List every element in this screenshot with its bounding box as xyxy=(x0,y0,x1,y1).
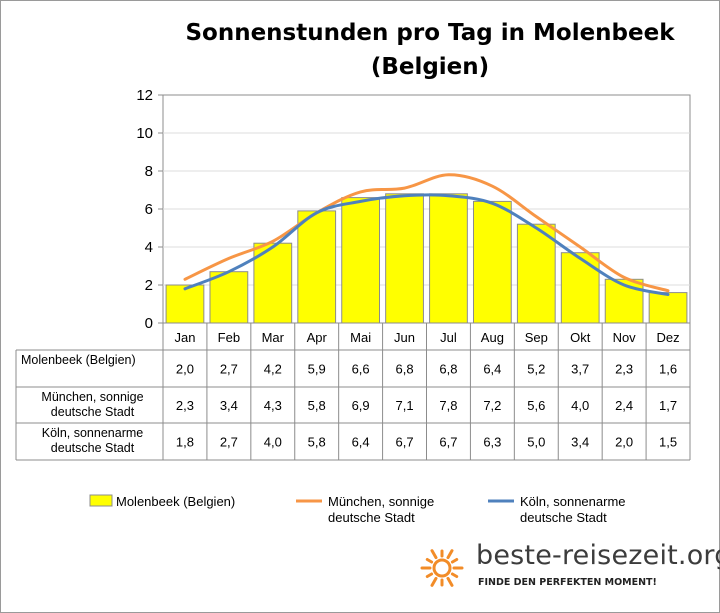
table-cell: 7,1 xyxy=(396,398,414,413)
bar xyxy=(560,252,600,324)
sun-ray xyxy=(425,572,434,578)
y-tick-label: 12 xyxy=(136,87,153,104)
table-cell: 1,7 xyxy=(659,398,677,413)
logo-text: beste-reisezeit.org xyxy=(476,540,720,571)
table-cell: 2,7 xyxy=(220,362,238,377)
table-cell: 3,7 xyxy=(571,362,589,377)
legend-label: Molenbeek (Belgien) xyxy=(116,494,235,509)
y-tick-label: 2 xyxy=(145,277,153,294)
table-cell: 6,4 xyxy=(483,362,501,377)
category-label: Mai xyxy=(350,330,371,345)
category-label: Sep xyxy=(525,330,548,345)
category-label: Apr xyxy=(307,330,328,345)
category-label: Feb xyxy=(218,330,240,345)
sun-icon xyxy=(420,549,464,587)
y-tick-label: 10 xyxy=(136,125,153,142)
category-label: Nov xyxy=(613,330,637,345)
legend-label: Köln, sonnenarme xyxy=(520,494,626,509)
data-table: Jan Feb Mar Apr Mai Jun Jul Aug Sep Okt Nov Dez Mole… xyxy=(15,323,691,461)
y-tick-label: 6 xyxy=(145,201,153,218)
sun-ray xyxy=(425,558,434,564)
sun-ray xyxy=(450,572,459,578)
table-cell: 6,7 xyxy=(439,435,457,450)
table-cell: 6,7 xyxy=(396,435,414,450)
y-tick-label: 4 xyxy=(145,239,153,256)
y-tick-label: 8 xyxy=(145,163,153,180)
table-cell: 5,8 xyxy=(308,398,326,413)
sun-core xyxy=(432,558,452,578)
legend-label: München, sonnige xyxy=(328,494,434,509)
category-label: Jun xyxy=(394,330,415,345)
table-cell: 5,6 xyxy=(527,398,545,413)
legend-label: deutsche Stadt xyxy=(520,510,607,525)
table-row-label: Köln, sonnenarme xyxy=(42,426,144,440)
table-cell: 7,8 xyxy=(439,398,457,413)
table-cell: 2,7 xyxy=(220,435,238,450)
table-cell: 2,0 xyxy=(615,435,633,450)
table-cell: 2,4 xyxy=(615,398,633,413)
table-cell: 1,8 xyxy=(176,435,194,450)
table-cell: 2,3 xyxy=(615,362,633,377)
category-label: Mar xyxy=(262,330,285,345)
sun-ray xyxy=(450,558,459,564)
y-tick-label: 0 xyxy=(145,315,153,332)
bar xyxy=(472,200,512,324)
table-cell: 7,2 xyxy=(483,398,501,413)
bar xyxy=(165,284,205,324)
table-cell: 4,3 xyxy=(264,398,282,413)
bar xyxy=(429,193,468,324)
bar xyxy=(516,223,556,324)
table-cell: 6,4 xyxy=(352,435,370,450)
plot-area: 0 2 4 6 8 10 12 xyxy=(136,87,691,332)
table-cell: 6,8 xyxy=(439,362,457,377)
sun-ray xyxy=(430,576,438,587)
table-row-label: deutsche Stadt xyxy=(51,441,135,455)
table-cell: 5,2 xyxy=(527,362,545,377)
table-cell: 1,5 xyxy=(659,435,677,450)
sun-ray xyxy=(446,576,454,587)
category-label: Jan xyxy=(174,330,195,345)
table-cell: 6,8 xyxy=(396,362,414,377)
table-cell: 5,0 xyxy=(527,435,545,450)
table-cell: 5,9 xyxy=(308,362,326,377)
table-cell: 2,3 xyxy=(176,398,194,413)
table-row-label: deutsche Stadt xyxy=(51,405,135,419)
bar xyxy=(341,197,381,324)
bar xyxy=(648,292,688,324)
bar xyxy=(297,210,337,324)
legend-swatch xyxy=(89,494,113,507)
series-line xyxy=(183,193,670,296)
legend: Molenbeek (Belgien) München, sonnigedeuts… xyxy=(89,494,626,525)
table-cell: 5,8 xyxy=(308,435,326,450)
table-cell: 3,4 xyxy=(571,435,589,450)
category-label: Aug xyxy=(481,330,504,345)
table-cell: 6,9 xyxy=(352,398,370,413)
category-label: Okt xyxy=(570,330,591,345)
table-row-label: München, sonnige xyxy=(41,390,143,404)
legend-label: deutsche Stadt xyxy=(328,510,415,525)
table-cell: 4,0 xyxy=(264,435,282,450)
bar xyxy=(209,271,249,324)
bar xyxy=(385,193,424,324)
brand-logo[interactable]: beste-reisezeit.org FINDE DEN PERFEKTEN … xyxy=(418,540,720,600)
table-row-label: Molenbeek (Belgien) xyxy=(21,353,136,367)
series-line xyxy=(183,173,670,293)
chart-title: Sonnenstunden pro Tag in Molenbeek (Belg… xyxy=(185,20,675,80)
category-label: Jul xyxy=(440,330,457,345)
table-cell: 2,0 xyxy=(176,362,194,377)
category-label: Dez xyxy=(656,330,679,345)
table-cell: 4,0 xyxy=(571,398,589,413)
table-cell: 3,4 xyxy=(220,398,238,413)
sun-ray xyxy=(430,549,438,560)
logo-tagline: FINDE DEN PERFEKTEN MOMENT! xyxy=(478,577,657,588)
table-cell: 6,3 xyxy=(483,435,501,450)
table-cell: 6,6 xyxy=(352,362,370,377)
table-cell: 1,6 xyxy=(659,362,677,377)
table-cell: 4,2 xyxy=(264,362,282,377)
sun-ray xyxy=(446,549,454,560)
